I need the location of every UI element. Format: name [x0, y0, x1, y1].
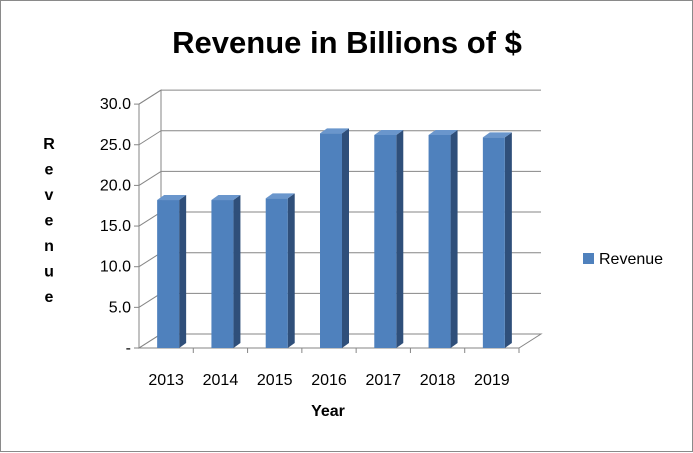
y-axis-title-letter: e [45, 213, 54, 230]
bar-top [320, 128, 349, 134]
bar-top [265, 193, 295, 199]
y-axis-title: Revenue [43, 136, 55, 306]
y-axis-title-letter: u [44, 264, 54, 281]
y-axis-title-letter: R [43, 136, 55, 153]
x-tick-label: 2014 [203, 372, 239, 389]
bar-top [428, 129, 458, 135]
bar-top [482, 132, 512, 138]
bar-front [374, 134, 397, 348]
x-tick-label: 2017 [365, 372, 401, 389]
bar-side [179, 195, 187, 348]
y-tick-label: 5.0 [109, 299, 131, 316]
y-tick-label: 25.0 [100, 137, 131, 154]
y-tick-label: 30.0 [100, 96, 131, 113]
bar-side [233, 195, 241, 348]
y-axis-title-letter: e [45, 289, 54, 306]
bar-top [157, 195, 187, 201]
x-tick-label: 2013 [148, 372, 184, 389]
bar [211, 195, 241, 348]
y-tick-label: 20.0 [100, 177, 131, 194]
bar-side [287, 193, 295, 348]
bar-side [450, 129, 458, 348]
legend: Revenue [583, 251, 663, 268]
bar-front [482, 137, 505, 348]
bar-side [396, 129, 404, 348]
y-axis-title-letter: v [45, 187, 54, 204]
bar-front [157, 200, 180, 348]
x-tick-label: 2019 [474, 372, 510, 389]
bar-top [374, 129, 404, 135]
bar-side [342, 128, 349, 348]
legend-swatch [583, 253, 594, 264]
chart-title: Revenue in Billions of $ [172, 25, 522, 60]
bar-front [428, 134, 451, 348]
side-gridline [138, 89, 162, 105]
bar-front [320, 133, 342, 348]
y-axis-title-letter: n [44, 238, 54, 255]
x-axis-title: Year [311, 403, 345, 420]
bar [265, 193, 295, 348]
x-tick-label: 2018 [420, 372, 456, 389]
side-gridline [138, 170, 162, 186]
bar [320, 128, 349, 348]
x-tick-label: 2015 [257, 372, 293, 389]
bar-front [265, 198, 288, 348]
y-axis-tick-labels: - 5.0 10.0 15.0 20.0 25.0 30.0 [100, 96, 131, 357]
bar-side [504, 132, 512, 348]
y-tick-label: - [126, 340, 131, 357]
legend-label: Revenue [599, 251, 663, 268]
bar [374, 129, 404, 348]
side-gridline [138, 130, 162, 146]
y-tick-label: 10.0 [100, 259, 131, 276]
bar [157, 195, 187, 348]
bar [482, 132, 512, 348]
bar [428, 129, 458, 348]
y-axis-title-letter: e [45, 162, 54, 179]
y-tick-label: 15.0 [100, 218, 131, 235]
bar-front [211, 200, 234, 348]
bar-top [211, 195, 241, 201]
x-tick-label: 2016 [311, 372, 347, 389]
bars [157, 128, 512, 348]
x-axis-tick-labels: 2013 2014 2015 2016 2017 2018 2019 [148, 348, 520, 389]
